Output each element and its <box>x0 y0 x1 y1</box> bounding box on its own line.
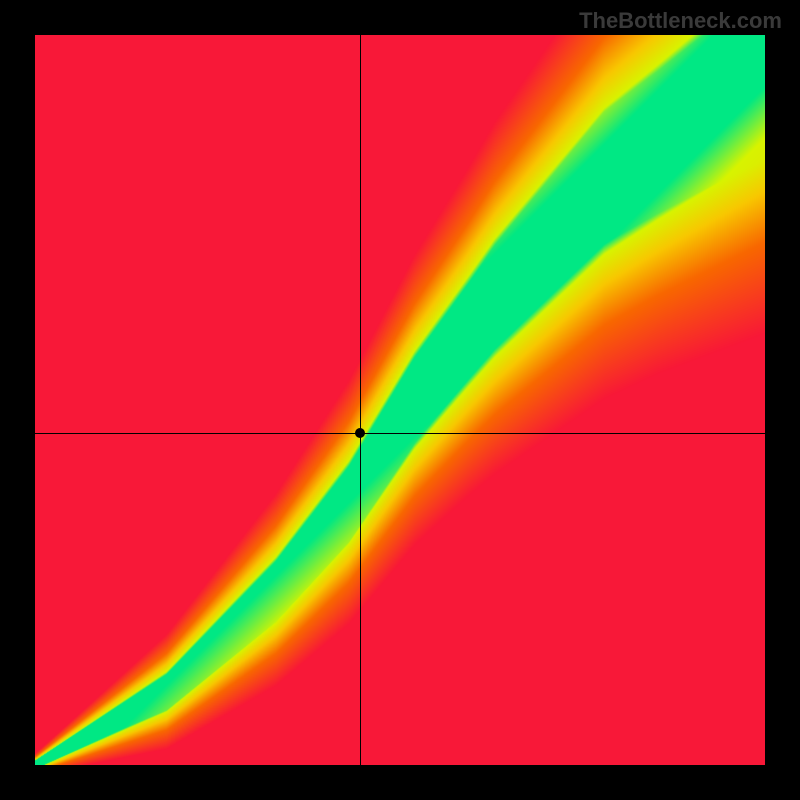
data-point-marker <box>355 428 365 438</box>
crosshair-horizontal <box>35 433 765 434</box>
heatmap-plot <box>35 35 765 765</box>
crosshair-vertical <box>360 35 361 765</box>
heatmap-canvas <box>35 35 765 765</box>
watermark-text: TheBottleneck.com <box>579 8 782 34</box>
